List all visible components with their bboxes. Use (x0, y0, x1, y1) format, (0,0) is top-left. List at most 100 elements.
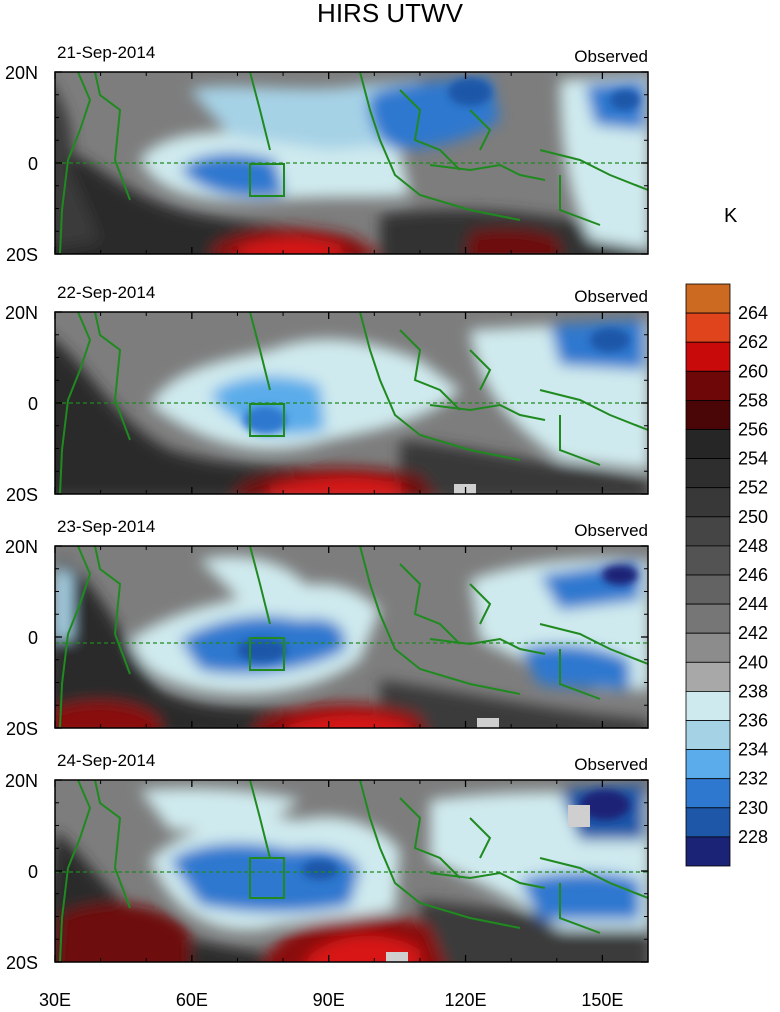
colorbar-label-18: 228 (738, 827, 768, 847)
colorbar-bin-17 (685, 778, 731, 809)
panel-4-dark-south (420, 900, 648, 962)
colorbar-bin-18 (685, 807, 731, 838)
colorbar-label-11: 242 (738, 623, 768, 643)
colorbar-bin-15 (685, 720, 731, 751)
colorbar-label-9: 246 (738, 565, 768, 585)
panel-1-red-core (237, 238, 343, 254)
panel-3-ylabel-2: 20S (6, 719, 38, 739)
colorbar-bin-4 (685, 399, 731, 430)
colorbar-bin-16 (685, 749, 731, 780)
panel-4-red-west (56, 903, 190, 962)
panel-1-ylabel-0: 20N (5, 63, 38, 83)
panel-4-ylabel-0: 20N (5, 771, 38, 791)
panel-2: 22-Sep-2014 Observed (54, 283, 649, 495)
panel-3-red-west (55, 701, 160, 728)
panel-4-field (55, 780, 648, 962)
panel-4-blue-center (170, 843, 360, 913)
panel-4-missing-data-1 (568, 805, 590, 827)
panel-1-field (55, 72, 648, 254)
colorbar-label-6: 252 (738, 478, 768, 498)
panel-3-dark-west (55, 560, 340, 728)
panel-4-missing-data-2 (386, 952, 408, 962)
panel-3-box (249, 637, 285, 671)
panel-2-coastlines (59, 312, 648, 494)
panel-1-ylabel-2: 20S (6, 245, 38, 265)
panel-3-coastlines (59, 546, 648, 728)
colorbar-bin-8 (685, 516, 731, 547)
panel-2-label: Observed (574, 287, 648, 306)
panel-2-dark-south (400, 440, 648, 494)
chart-title: HIRS UTWV (317, 0, 464, 28)
colorbar-bin-9 (685, 545, 731, 576)
colorbar-label-16: 232 (738, 769, 768, 789)
panel-2-date: 22-Sep-2014 (57, 283, 155, 302)
panel-1-dark-west (55, 144, 360, 254)
panel-2-deep-blue-1 (243, 406, 287, 434)
panel-1: 21-Sep-2014 Observed (54, 43, 649, 255)
panel-3-red-core (289, 714, 410, 728)
panel-3-ylabel-1: 0 (28, 628, 38, 648)
panel-3-label: Observed (574, 521, 648, 540)
panel-4-deep-blue-2 (302, 860, 338, 880)
colorbar-label-14: 236 (738, 711, 768, 731)
colorbar-label-5: 254 (738, 449, 768, 469)
panel-3-light-north (200, 556, 310, 600)
panel-4-ylabel-1: 0 (28, 862, 38, 882)
panel-2-box (249, 403, 285, 437)
panel-2-ylabel-2: 20S (6, 485, 38, 505)
panel-2-dark-west (55, 340, 330, 494)
panel-1-red-east (466, 228, 560, 254)
colorbar-bin-6 (685, 458, 731, 489)
panel-4-box (249, 857, 285, 899)
panel-2-blue-center (210, 376, 325, 435)
panel-3-blue-east (520, 644, 630, 690)
xlabel-2: 90E (313, 990, 345, 1010)
panel-1-label: Observed (574, 47, 648, 66)
colorbar-label-13: 238 (738, 681, 768, 701)
colorbar: 264 262 260 258 256 254 252 250 248 246 244 242 240 2… (685, 283, 768, 867)
colorbar-label-17: 230 (738, 798, 768, 818)
panel-4-label: Observed (574, 755, 648, 774)
colorbar-bin-5 (685, 429, 731, 460)
panel-3-dark-south (380, 680, 648, 728)
panel-2-field (55, 312, 648, 494)
colorbar-label-3: 258 (738, 390, 768, 410)
panel-1-box (249, 163, 285, 197)
panel-2-red-core (267, 476, 404, 494)
colorbar-label-2: 260 (738, 361, 768, 381)
panel-2-ylabel-1: 0 (28, 394, 38, 414)
panel-1-deep-blue-2 (610, 90, 640, 110)
colorbar-label-0: 264 (738, 303, 768, 323)
colorbar-label-8: 248 (738, 536, 768, 556)
colorbar-bin-13 (685, 661, 731, 692)
panel-4-date: 24-Sep-2014 (57, 751, 155, 770)
xlabel-3: 120E (445, 990, 487, 1010)
colorbar-label-7: 250 (738, 507, 768, 527)
panel-4-blue-east (520, 872, 640, 920)
panel-3-date: 23-Sep-2014 (57, 517, 155, 536)
colorbar-label-4: 256 (738, 420, 768, 440)
colorbar-unit: K (724, 205, 738, 227)
panel-4: 24-Sep-2014 Observed (54, 751, 649, 963)
colorbar-label-1: 262 (738, 332, 768, 352)
panel-3-light-west (55, 570, 72, 640)
panel-2-deep-blue-2 (590, 328, 630, 352)
colorbar-label-10: 244 (738, 594, 768, 614)
xlabel-0: 30E (39, 990, 71, 1010)
panel-1-ylabel-1: 0 (28, 154, 38, 174)
panel-1-coastlines (59, 72, 648, 254)
panel-3-ylabel-0: 20N (5, 537, 38, 557)
panel-4-coastlines (59, 780, 648, 962)
colorbar-bin-10 (685, 574, 731, 605)
colorbar-bin-12 (685, 632, 731, 663)
colorbar-bin-0 (685, 283, 731, 314)
panel-2-ylabel-0: 20N (5, 303, 38, 323)
xlabel-4: 150E (581, 990, 623, 1010)
panel-3: 23-Sep-2014 Observed (54, 517, 649, 729)
colorbar-bin-11 (685, 603, 731, 634)
panel-3-deep-blue-2 (602, 565, 638, 585)
panel-3-deep-blue-1 (237, 638, 287, 662)
panel-1-date: 21-Sep-2014 (57, 43, 155, 62)
